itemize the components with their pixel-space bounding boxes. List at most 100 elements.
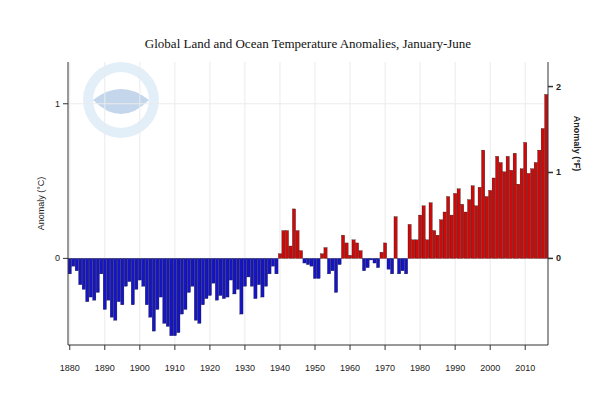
bar xyxy=(429,203,432,259)
bar xyxy=(191,258,194,286)
y-axis-label: Anomaly (°C) xyxy=(36,177,46,231)
bar xyxy=(177,258,180,332)
bar xyxy=(426,240,429,259)
bar xyxy=(464,212,467,258)
bar xyxy=(510,170,513,258)
bar xyxy=(499,163,502,259)
bar xyxy=(138,258,141,280)
bar xyxy=(226,258,229,297)
logo-bird xyxy=(93,89,149,114)
bar xyxy=(86,258,89,301)
bar xyxy=(362,258,365,270)
bar xyxy=(320,254,323,259)
y2-axis-label: Anomaly (°F) xyxy=(572,116,582,172)
bar xyxy=(166,258,169,326)
x-tick xyxy=(69,345,70,350)
bar xyxy=(152,258,155,331)
bar xyxy=(443,212,446,258)
y-tick xyxy=(63,103,68,104)
bar xyxy=(359,251,362,259)
bar xyxy=(159,258,162,297)
bar xyxy=(82,258,85,289)
bar xyxy=(114,258,117,320)
bar xyxy=(404,258,407,273)
bar xyxy=(541,128,544,258)
x-tick-label: 1960 xyxy=(340,363,360,373)
bar xyxy=(268,258,271,273)
bar xyxy=(310,258,313,266)
bar xyxy=(317,258,320,278)
x-tick xyxy=(139,345,140,350)
bar xyxy=(240,258,243,314)
bar xyxy=(538,150,541,258)
y2-tick-label: 1 xyxy=(556,167,561,177)
grid-line-x xyxy=(279,62,280,345)
bar xyxy=(79,258,82,284)
bar xyxy=(352,240,355,259)
bar xyxy=(436,235,439,258)
bar xyxy=(233,258,236,294)
logo xyxy=(83,62,159,138)
axes: 1880189019001910192019301940195019601970… xyxy=(55,62,561,373)
bar xyxy=(397,258,400,273)
grid-line-y xyxy=(68,103,548,104)
bar xyxy=(285,231,288,259)
chart: 1880189019001910192019301940195019601970… xyxy=(0,0,605,394)
logo-inner xyxy=(93,72,149,128)
bar xyxy=(212,258,215,283)
x-tick-label: 1930 xyxy=(235,363,255,373)
bar xyxy=(68,258,71,273)
x-tick-label: 1990 xyxy=(445,363,465,373)
bar xyxy=(219,258,222,295)
y2-tick xyxy=(548,86,553,88)
bar xyxy=(173,258,176,335)
bar xyxy=(215,258,218,300)
x-tick xyxy=(315,345,316,350)
bar xyxy=(278,254,281,259)
x-tick xyxy=(490,345,491,350)
bar xyxy=(373,258,376,263)
x-tick xyxy=(174,345,175,350)
bar xyxy=(264,258,267,286)
grid-line-x xyxy=(350,62,351,345)
bar xyxy=(131,258,134,304)
bar xyxy=(468,200,471,259)
x-tick xyxy=(350,345,351,350)
bar xyxy=(348,255,351,258)
y-tick-label: 0 xyxy=(55,253,60,263)
bar xyxy=(306,258,309,264)
grid-line-x xyxy=(69,62,70,345)
y2-tick xyxy=(548,172,553,174)
bar xyxy=(376,258,379,267)
bar xyxy=(292,209,295,258)
bar xyxy=(355,243,358,258)
grid-line-x xyxy=(420,62,421,345)
bar xyxy=(296,231,299,259)
bar xyxy=(124,258,127,286)
bar xyxy=(282,231,285,259)
y2-axis-line xyxy=(548,62,549,345)
grid-line-x xyxy=(385,62,386,345)
bar xyxy=(415,240,418,259)
bar xyxy=(513,153,516,258)
bar xyxy=(394,217,397,259)
bar xyxy=(447,197,450,259)
bar xyxy=(489,190,492,258)
bar xyxy=(271,258,274,266)
bar xyxy=(289,246,292,258)
bar xyxy=(324,248,327,259)
bar xyxy=(75,258,78,270)
y2-tick-label: 2 xyxy=(556,82,561,92)
bar xyxy=(110,258,113,317)
bar xyxy=(163,258,166,323)
y2-tick xyxy=(548,258,553,260)
bar xyxy=(299,251,302,259)
bar xyxy=(117,258,120,301)
x-tick-label: 1940 xyxy=(270,363,290,373)
logo-circle xyxy=(83,62,159,138)
bar xyxy=(338,258,341,264)
bar xyxy=(100,258,103,273)
background xyxy=(0,0,605,394)
bar xyxy=(93,258,96,300)
bar xyxy=(313,258,316,278)
